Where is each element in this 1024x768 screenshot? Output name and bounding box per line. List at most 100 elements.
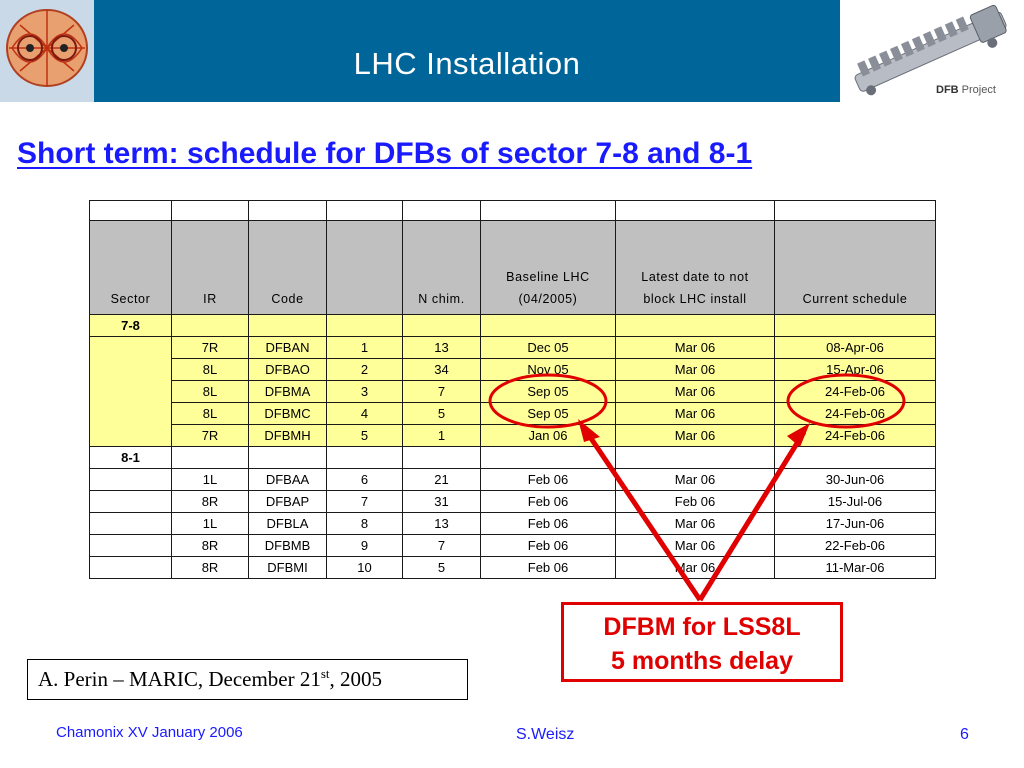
table-cell xyxy=(171,314,249,337)
cell-number: 7 xyxy=(326,490,403,513)
cell-ir: 8L xyxy=(171,402,249,425)
cell-current: 24-Feb-06 xyxy=(774,402,936,425)
cell-current: 24-Feb-06 xyxy=(774,424,936,447)
cell-code: DFBAN xyxy=(248,336,327,359)
sector-spacer xyxy=(89,468,172,491)
cell-ir: 1L xyxy=(171,512,249,535)
header-baseline-line1: Baseline LHC xyxy=(506,270,590,284)
cell-current: 17-Jun-06 xyxy=(774,512,936,535)
lhc-logo xyxy=(0,0,94,102)
cell-n-chim: 31 xyxy=(402,490,481,513)
cell-code: DFBAO xyxy=(248,358,327,381)
cell-code: DFBAA xyxy=(248,468,327,491)
citation-prefix: A. Perin – MARIC, December 21 xyxy=(38,667,321,691)
cell-code: DFBMH xyxy=(248,424,327,447)
sector-spacer xyxy=(89,490,172,513)
header-number xyxy=(326,220,403,315)
cell-baseline: Feb 06 xyxy=(480,490,616,513)
table-cell xyxy=(89,200,172,221)
sector-spacer xyxy=(89,534,172,557)
header-n-chim: N chim. xyxy=(402,220,481,315)
table-row: 7R DFBMH 5 1 Jan 06 Mar 06 24-Feb-06 xyxy=(90,424,936,447)
cell-current: 22-Feb-06 xyxy=(774,534,936,557)
cell-code: DFBMB xyxy=(248,534,327,557)
cell-baseline: Jan 06 xyxy=(480,424,616,447)
table-blank-row xyxy=(89,200,936,221)
table-cell xyxy=(171,200,249,221)
cell-ir: 8R xyxy=(171,556,249,579)
cell-n-chim: 5 xyxy=(402,556,481,579)
cell-baseline: Sep 05 xyxy=(480,402,616,425)
sector-row: 8-1 xyxy=(89,446,936,469)
header-baseline-line2: (04/2005) xyxy=(518,292,578,306)
cell-ir: 8L xyxy=(171,358,249,381)
table-cell xyxy=(326,200,403,221)
page-number: 6 xyxy=(960,726,969,743)
cell-ir: 8R xyxy=(171,490,249,513)
callout-line1: DFBM for LSS8L xyxy=(603,613,801,641)
cell-baseline: Feb 06 xyxy=(480,556,616,579)
cell-baseline: Feb 06 xyxy=(480,534,616,557)
sector-spacer xyxy=(89,336,172,447)
cell-n-chim: 13 xyxy=(402,336,481,359)
cell-number: 1 xyxy=(326,336,403,359)
table-header-row: Sector IR Code N chim. Baseline LHC (04/2… xyxy=(89,220,936,315)
table-cell xyxy=(480,314,616,337)
table-cell xyxy=(774,314,936,337)
table-row: 8R DFBMI 10 5 Feb 06 Mar 06 11-Mar-06 xyxy=(89,556,936,579)
cell-baseline: Sep 05 xyxy=(480,380,616,403)
sector-row: 7-8 xyxy=(89,314,936,337)
footer-author: S.Weisz xyxy=(516,726,575,743)
table-cell xyxy=(615,446,775,469)
cell-current: 15-Jul-06 xyxy=(774,490,936,513)
cell-latest: Mar 06 xyxy=(615,512,775,535)
header-current-schedule: Current schedule xyxy=(774,220,936,315)
cell-n-chim: 7 xyxy=(402,534,481,557)
cell-latest: Mar 06 xyxy=(615,534,775,557)
table-cell xyxy=(248,200,327,221)
table-cell xyxy=(402,446,481,469)
cell-code: DFBLA xyxy=(248,512,327,535)
cell-current: 08-Apr-06 xyxy=(774,336,936,359)
footer-event: Chamonix XV January 2006 xyxy=(56,724,243,741)
cell-ir: 8R xyxy=(171,534,249,557)
cell-latest: Mar 06 xyxy=(615,336,775,359)
cell-ir: 8L xyxy=(171,380,249,403)
cell-number: 9 xyxy=(326,534,403,557)
cell-latest: Mar 06 xyxy=(615,556,775,579)
cell-number: 2 xyxy=(326,358,403,381)
cell-baseline: Feb 06 xyxy=(480,512,616,535)
citation-box: A. Perin – MARIC, December 21st, 2005 xyxy=(27,659,468,700)
cell-code: DFBAP xyxy=(248,490,327,513)
project-label-text: Project xyxy=(961,84,996,96)
cell-latest: Mar 06 xyxy=(615,380,775,403)
table-cell xyxy=(615,200,775,221)
cell-ir: 7R xyxy=(171,336,249,359)
table-row: 8L DFBAO 2 34 Nov 05 Mar 06 15-Apr-06 xyxy=(90,358,936,381)
table-cell xyxy=(480,200,616,221)
header-sector: Sector xyxy=(89,220,172,315)
cell-ir: 1L xyxy=(171,468,249,491)
header-latest-date: Latest date to not block LHC install xyxy=(615,220,775,315)
cell-number: 8 xyxy=(326,512,403,535)
header-latest-line2: block LHC install xyxy=(643,292,747,306)
cell-latest: Mar 06 xyxy=(615,402,775,425)
table-row: 1L DFBLA 8 13 Feb 06 Mar 06 17-Jun-06 xyxy=(89,512,936,535)
table-cell xyxy=(248,314,327,337)
schedule-table: Sector IR Code N chim. Baseline LHC (04/2… xyxy=(89,200,936,579)
table-cell xyxy=(480,446,616,469)
sector-name: 8-1 xyxy=(89,446,172,469)
cell-latest: Mar 06 xyxy=(615,468,775,491)
cell-number: 5 xyxy=(326,424,403,447)
cell-ir: 7R xyxy=(171,424,249,447)
table-row: 8L DFBMA 3 7 Sep 05 Mar 06 24-Feb-06 xyxy=(90,380,936,403)
table-cell xyxy=(326,446,403,469)
cell-latest: Feb 06 xyxy=(615,490,775,513)
header-title: LHC Installation xyxy=(353,46,581,81)
sector-name: 7-8 xyxy=(89,314,172,337)
table-row: 7R DFBAN 1 13 Dec 05 Mar 06 08-Apr-06 xyxy=(89,336,936,447)
table-cell xyxy=(774,446,936,469)
dfb-label-bold: DFB xyxy=(936,84,959,96)
cell-n-chim: 21 xyxy=(402,468,481,491)
cell-current: 24-Feb-06 xyxy=(774,380,936,403)
